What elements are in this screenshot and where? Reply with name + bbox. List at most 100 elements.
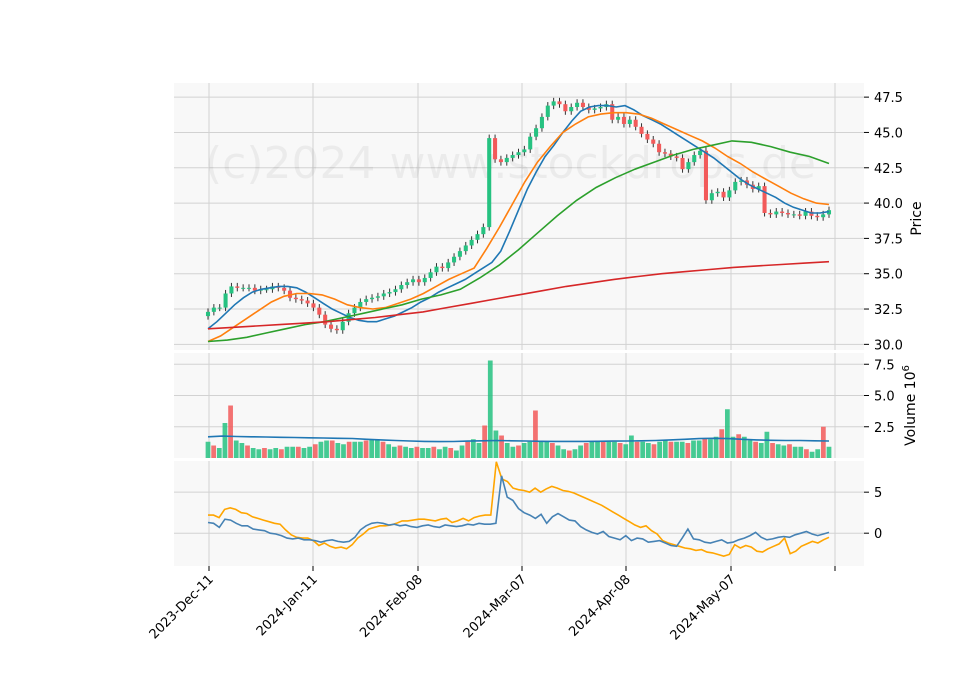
volume-bar [442,446,448,458]
candle-down [334,328,339,331]
candle-down [815,215,820,218]
candle-up [698,150,703,156]
volume-bar [685,443,691,458]
volume-bar [589,441,595,458]
candle-up [393,289,398,293]
candle-up [422,277,427,283]
volume-bar [216,448,222,458]
candle-up [510,155,515,158]
price-ma-line-2 [207,111,830,343]
volume-bar [391,446,397,458]
volume-bar [222,423,228,458]
candle-up [539,116,544,129]
x-tick-label: 2024-Mar-07 [461,572,530,641]
candle-down [440,266,445,269]
volume-bar [617,443,623,458]
candle-up [264,289,269,291]
volume-bar [533,410,538,458]
candle-up [364,299,369,302]
volume-bar [403,446,408,458]
candle-up [241,287,246,289]
volume-bar [708,439,713,458]
volume-bar [736,434,742,458]
candle-up [551,101,556,106]
candle-up [774,211,779,215]
volume-bar [674,441,679,458]
volume-bar [527,441,533,458]
volume-bar [510,446,516,458]
volume-panel: 2.5 5.0 7.5 Volume 106 [174,353,919,458]
candle-down [563,104,568,112]
price-y-axis-label: Price [909,201,925,235]
candle-down [416,279,421,283]
candle-up [756,186,761,189]
candle-up [487,138,492,228]
candle-down [639,126,644,134]
candle-up [727,190,732,198]
volume-bar [657,441,663,458]
price-background [174,83,864,350]
x-tick-label: 2024-Feb-08 [357,572,426,641]
volume-bar [346,441,352,458]
volume-bar [634,441,640,458]
candle-down [785,212,791,215]
candle-up [821,214,826,218]
candle-up [733,181,738,191]
x-tick-label: 2024-May-07 [668,572,739,643]
x-tick-label: 2024-Jan-11 [254,572,321,639]
candle-down [317,307,322,315]
candle-down [703,150,709,201]
price-y-tick-label: 45.0 [874,126,903,141]
candle-down [557,101,562,105]
volume-bar [741,436,747,458]
volume-bar [470,439,476,458]
volume-bar [758,443,764,458]
candle-down [586,107,591,110]
candle-up [370,297,375,300]
volume-bar [538,440,544,458]
candle-up [205,311,211,317]
candle-up [739,180,744,182]
volume-bar [301,448,307,458]
volume-bar [408,448,414,458]
candle-down [621,116,626,124]
price-ma-line-1 [207,104,830,330]
candle-down [645,133,650,140]
volume-bar [516,445,521,458]
candle-down [293,297,298,300]
candle-up [381,293,386,297]
candle-up [575,102,580,108]
volume-bar [753,441,758,458]
volume-bar [702,438,708,458]
price-ma-line-4 [207,260,830,330]
volume-bar [482,425,488,458]
volume-bar [358,441,363,458]
price-panel: 30.0 32.5 35.0 37.5 40.0 42.5 45.0 47.5 (c)2024 … [174,83,925,353]
candle-down [610,104,615,120]
candle-up [340,321,345,331]
volume-bar [809,451,815,458]
candle-up [528,136,533,150]
candle-down [780,211,785,213]
candle-up [516,152,521,156]
volume-bar [273,448,279,458]
volume-bar [352,441,358,458]
volume-bar [499,435,504,458]
candle-down [768,212,773,215]
volume-bar [295,446,301,458]
volume-bar [815,449,821,458]
volume-bar [205,441,211,458]
volume-bar [233,440,239,458]
volume-bar [228,405,233,458]
volume-bar [770,443,775,458]
volume-bar [764,431,770,458]
volume-bar [318,441,324,458]
volume-bar [826,446,832,458]
volume-bar [397,445,403,458]
volume-bar [279,449,284,458]
candle-down [235,286,240,288]
volume-bar [787,444,792,458]
volume-bar [369,439,375,458]
candle-up [211,307,216,312]
price-y-tick-label: 42.5 [874,162,903,177]
